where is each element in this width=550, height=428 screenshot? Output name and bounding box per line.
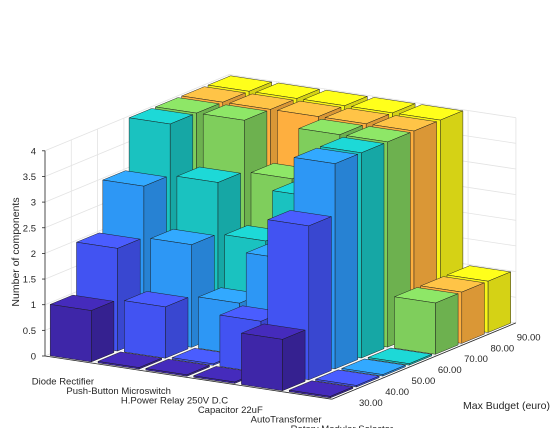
- bar-side: [382, 364, 406, 377]
- category-tick-label: Push-Button Microswitch: [66, 386, 171, 397]
- bar-front: [241, 332, 283, 391]
- bar: [341, 358, 406, 377]
- bar-side: [334, 154, 358, 370]
- bars: [49, 75, 511, 399]
- z-tick-label: 2.5: [23, 223, 36, 234]
- z-axis-label: Number of components: [10, 197, 22, 306]
- bar-side: [487, 271, 511, 333]
- bar: [241, 323, 306, 391]
- z-tick-label: 2: [31, 249, 36, 260]
- bar-side: [138, 357, 162, 370]
- bar-side: [282, 329, 306, 391]
- budget-tick-label: 40.00: [385, 387, 409, 398]
- budget-tick-label: 70.00: [464, 354, 488, 365]
- category-axis-line: [44, 355, 332, 400]
- bar: [145, 358, 210, 377]
- budget-tick-label: 60.00: [438, 365, 462, 376]
- z-tick-label: 0: [31, 352, 36, 363]
- budget-tick-label: 50.00: [412, 376, 436, 387]
- bar-side: [361, 143, 385, 359]
- bar-side: [435, 293, 459, 355]
- bar: [97, 351, 162, 370]
- category-tick-label: Capacitor 22uF: [198, 405, 263, 416]
- bar: [367, 347, 433, 366]
- category-tick-label: Diode Rectifier: [32, 377, 94, 388]
- bar-side: [356, 375, 380, 388]
- y-axis-label: Max Budget (euro): [463, 400, 550, 412]
- category-tick-label: H.Power Relay 250V D.C: [121, 396, 228, 407]
- tick-labels: 0 0.5 1 1.5 2 2.5 3 3.5 4 Diode RectifierPush-But…: [23, 146, 541, 428]
- z-tick-label: 1.5: [23, 275, 36, 286]
- bar: [288, 380, 354, 399]
- bar-side: [308, 216, 332, 381]
- bar: [315, 369, 380, 388]
- category-tick-label: Rotary Modular Selector: [291, 424, 393, 428]
- bar-front: [124, 300, 166, 359]
- budget-tick-label: 80.00: [490, 343, 514, 354]
- bar: [394, 287, 459, 355]
- budget-tick-label: 30.00: [359, 398, 383, 409]
- z-tick-label: 3: [31, 198, 36, 209]
- bar-front: [394, 296, 436, 355]
- z-tick-label: 1: [31, 300, 36, 311]
- z-tick-label: 4: [31, 146, 36, 157]
- bar-side: [408, 354, 433, 366]
- bar-side: [330, 386, 354, 399]
- category-tick-label: AutoTransformer: [251, 415, 322, 426]
- z-tick-label: 3.5: [23, 172, 36, 183]
- budget-axis-line: [331, 322, 517, 400]
- budget-tick-label: 90.00: [517, 332, 541, 343]
- bar-side: [91, 301, 115, 363]
- z-tick-label: 0.5: [23, 326, 36, 337]
- axes: [42, 150, 517, 400]
- bar: [124, 291, 189, 359]
- bar: [49, 294, 115, 363]
- bar-side: [186, 365, 210, 377]
- bar-side: [165, 297, 189, 359]
- bar-front: [49, 304, 92, 363]
- bar-side: [461, 282, 485, 344]
